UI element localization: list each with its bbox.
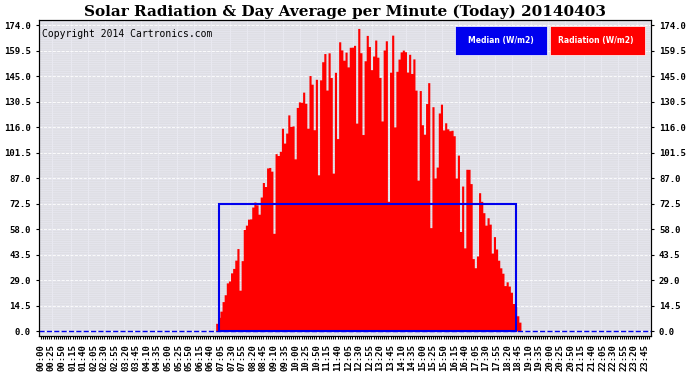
Bar xyxy=(219,204,515,331)
FancyBboxPatch shape xyxy=(455,26,547,54)
Text: Copyright 2014 Cartronics.com: Copyright 2014 Cartronics.com xyxy=(41,29,212,39)
Title: Solar Radiation & Day Average per Minute (Today) 20140403: Solar Radiation & Day Average per Minute… xyxy=(84,4,606,18)
Text: Median (W/m2): Median (W/m2) xyxy=(469,36,534,45)
Text: Radiation (W/m2): Radiation (W/m2) xyxy=(558,36,634,45)
FancyBboxPatch shape xyxy=(550,26,645,54)
